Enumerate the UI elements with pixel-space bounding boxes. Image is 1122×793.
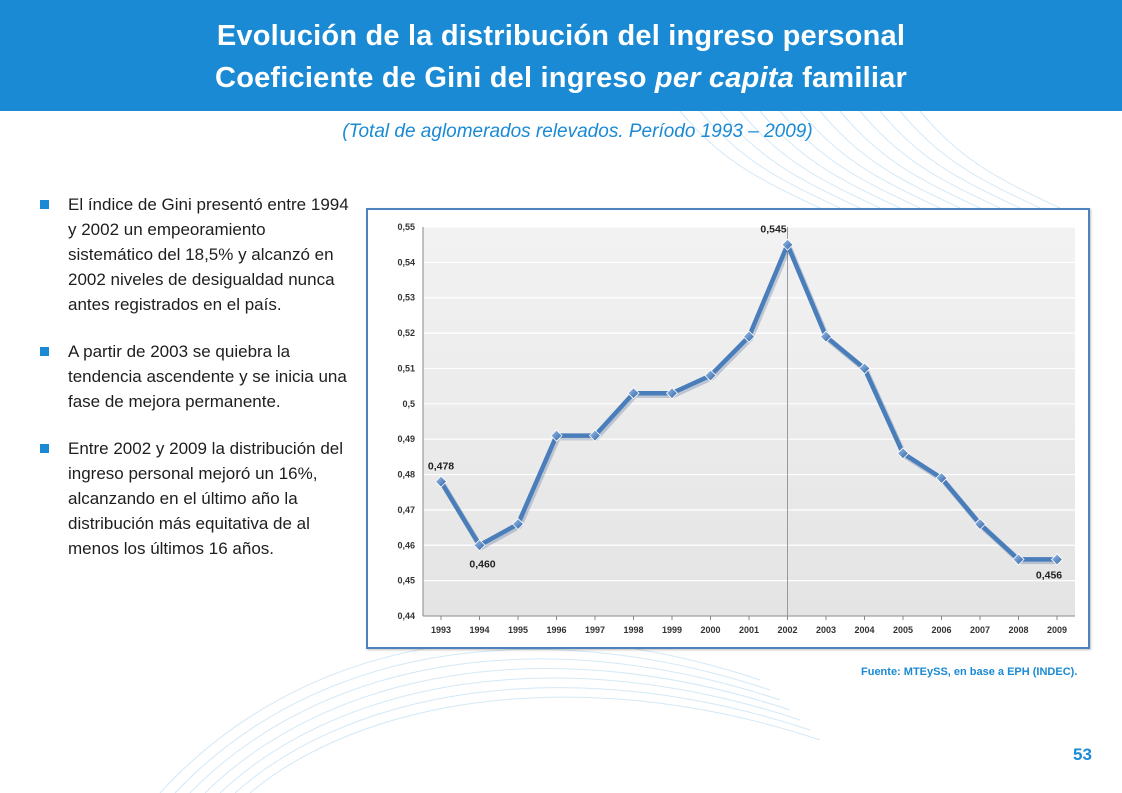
y-tick-label: 0,45	[397, 576, 415, 586]
data-point	[473, 539, 486, 552]
gini-chart-frame: 0,44 0,45 0,46 0,47 0,48 0,49 0,5 0,51 0,52 0,53 0…	[366, 208, 1090, 649]
data-point	[819, 330, 833, 343]
data-point	[627, 387, 640, 400]
data-point	[665, 387, 679, 400]
data-point	[1050, 553, 1064, 566]
plot-area	[423, 227, 1075, 616]
y-tick-label: 0,48	[397, 470, 415, 480]
x-tick-label: 1995	[508, 625, 528, 635]
y-tick-label: 0,44	[397, 611, 415, 621]
x-tick-label: 2005	[893, 625, 913, 635]
gini-line-chart: 0,44 0,45 0,46 0,47 0,48 0,49 0,5 0,51 0,52 0,53 0…	[397, 222, 1075, 635]
data-point	[1012, 553, 1025, 566]
title-banner: Evolución de la distribución del ingreso…	[0, 0, 1122, 111]
page-number: 53	[1073, 745, 1092, 764]
bullet-item: Entre 2002 y 2009 la distribución del in…	[38, 436, 353, 561]
subtitle: (Total de aglomerados relevados. Período…	[342, 121, 813, 142]
data-label: 0,460	[469, 558, 495, 570]
data-point	[550, 429, 563, 442]
data-point	[434, 475, 448, 488]
x-tick-label: 2003	[816, 625, 836, 635]
data-label: 0,456	[1036, 569, 1062, 581]
title-line-2-suffix: familiar	[793, 62, 907, 94]
data-point	[896, 447, 910, 460]
y-tick-label: 0,54	[397, 257, 415, 267]
data-label: 0,545	[760, 224, 786, 236]
y-tick-label: 0,46	[397, 540, 415, 550]
bullet-list: El índice de Gini presentó entre 1994 y …	[38, 192, 353, 583]
bullet-item: A partir de 2003 se quiebra la tendencia…	[38, 339, 353, 414]
bullet-text: El índice de Gini presentó entre 1994 y …	[68, 195, 349, 314]
x-tick-label: 2004	[854, 625, 874, 635]
y-tick-label: 0,5	[402, 399, 415, 409]
data-point	[935, 472, 948, 485]
source-note: Fuente: MTEySS, en base a EPH (INDEC).	[861, 666, 1078, 678]
y-tick-label: 0,53	[397, 293, 415, 303]
data-point	[742, 330, 756, 343]
bullet-text: A partir de 2003 se quiebra la tendencia…	[68, 342, 347, 411]
data-label: 0,478	[428, 461, 454, 473]
bullet-square-icon	[40, 444, 49, 453]
x-tick-label: 2007	[970, 625, 990, 635]
x-tick-label: 1998	[623, 625, 643, 635]
x-tick-label: 2000	[700, 625, 720, 635]
x-tick-label: 2002	[777, 625, 797, 635]
x-tick-label: 1994	[469, 625, 489, 635]
x-tick-label: 2009	[1047, 625, 1067, 635]
y-tick-label: 0,55	[397, 222, 415, 232]
bullet-square-icon	[40, 200, 49, 209]
bullet-text: Entre 2002 y 2009 la distribución del in…	[68, 439, 344, 558]
data-point	[781, 238, 794, 251]
x-tick-label: 2006	[931, 625, 951, 635]
title-line-1: Evolución de la distribución del ingreso…	[216, 20, 906, 52]
bullet-item: El índice de Gini presentó entre 1994 y …	[38, 192, 353, 317]
y-tick-label: 0,52	[397, 328, 415, 338]
x-tick-label: 1993	[431, 625, 451, 635]
title-line-2-italic: per capita	[654, 62, 794, 94]
title-line-2-prefix: Coeficiente de Gini del ingreso	[215, 62, 655, 94]
x-tick-label: 2008	[1008, 625, 1028, 635]
x-tick-label: 1997	[585, 625, 605, 635]
data-point	[704, 369, 717, 382]
y-tick-label: 0,49	[397, 434, 415, 444]
x-tick-label: 1996	[546, 625, 566, 635]
data-point	[858, 362, 871, 375]
title-line-2: Coeficiente de Gini del ingreso per capi…	[0, 62, 1122, 95]
data-point	[588, 429, 602, 442]
x-tick-label: 1999	[662, 625, 682, 635]
x-tick-label: 2001	[739, 625, 759, 635]
y-tick-label: 0,47	[397, 505, 415, 515]
bullet-square-icon	[40, 347, 49, 356]
data-point	[511, 517, 525, 531]
data-point	[973, 517, 987, 531]
y-tick-label: 0,51	[397, 363, 415, 373]
